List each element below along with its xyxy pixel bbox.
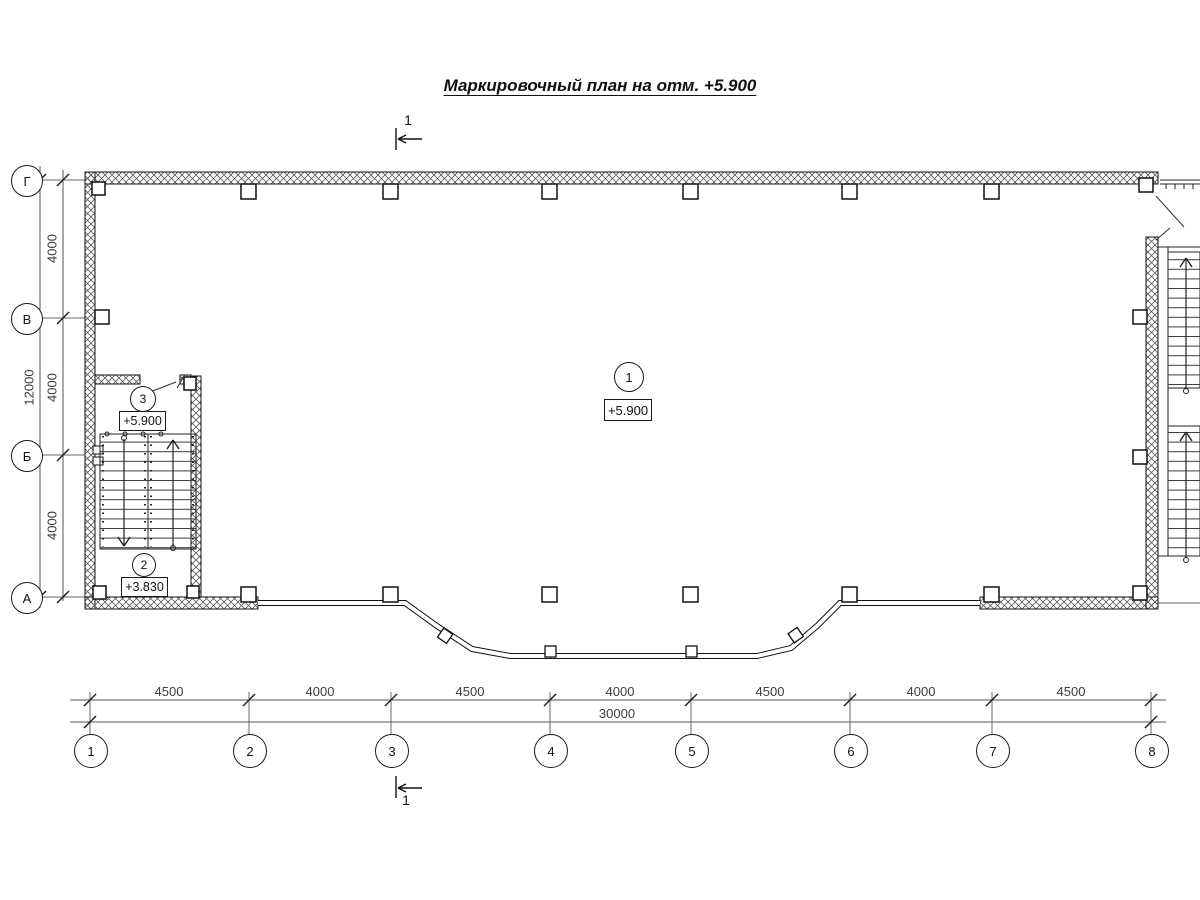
grid-bubble-col-1: 1 [74,734,108,768]
section-marks [395,128,422,798]
grid-bubble-col-2: 2 [233,734,267,768]
door-swings [149,195,1185,393]
dim-vertical-2: 4000 [44,373,60,402]
dim-vertical-3: 4000 [44,511,60,540]
section-mark-label-bottom: 1 [402,792,410,808]
grid-bubble-col-3: 3 [375,734,409,768]
grid-bubble-col-6: 6 [834,734,868,768]
dimension-ticks [33,173,1158,729]
curtain-wall [258,600,980,659]
room-bubble-1: 1 [614,362,644,392]
grid-bubble-col-5: 5 [675,734,709,768]
room-elevation-1: +5.900 [604,399,652,421]
room-elevation-2: +3.830 [121,577,168,597]
curtain-wall-mullions [436,626,805,658]
drawing-title: Маркировочный план на отм. +5.900 [443,76,757,95]
dimension-lines [39,166,1166,723]
dim-horizontal-1: 4500 [154,684,184,699]
dim-horizontal-6: 4000 [906,684,936,699]
dim-horizontal-3: 4500 [455,684,485,699]
dim-horizontal-7: 4500 [1056,684,1086,699]
grid-bubble-col-4: 4 [534,734,568,768]
grid-bubble-row-v: В [11,303,43,335]
stairs-left [99,431,197,551]
section-mark-label-top: 1 [404,112,412,128]
dim-vertical-1: 4000 [44,234,60,263]
dim-horizontal-4: 4000 [605,684,635,699]
dim-horizontal-total: 30000 [598,706,636,721]
grid-bubble-row-b: Б [11,440,43,472]
grid-bubble-col-8: 8 [1135,734,1169,768]
stairs-right [1158,246,1200,563]
dim-vertical-total: 12000 [21,369,37,406]
room-bubble-3: 3 [130,386,156,412]
columns [91,177,1154,603]
grid-bubble-col-7: 7 [976,734,1010,768]
dim-horizontal-5: 4500 [755,684,785,699]
grid-lines [41,179,1200,734]
dim-horizontal-2: 4000 [305,684,335,699]
room-elevation-3: +5.900 [119,411,166,431]
room-bubble-2: 2 [132,553,156,577]
grid-bubble-row-a: А [11,582,43,614]
railing [1160,179,1200,189]
grid-bubble-row-g: Г [11,165,43,197]
